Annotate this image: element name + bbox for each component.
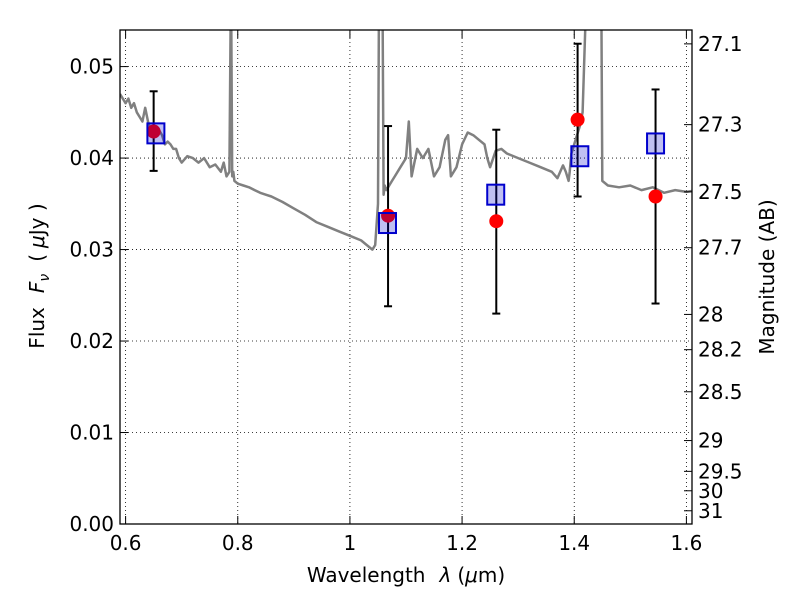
y2-tick-label: 28.5 (698, 380, 743, 404)
model-square (646, 132, 666, 155)
x-tick-label: 1 (344, 531, 357, 555)
y-axis-label: FluxFν(μJy ) (25, 203, 53, 348)
observed-point (489, 214, 504, 229)
y2-tick-label: 27.1 (698, 32, 743, 56)
x-tick-label: 1.2 (446, 531, 478, 555)
y-tick-label: 0.03 (69, 238, 114, 262)
ticks: 0.6 0.8 1 1.2 1.4 1.6 0.00 0.01 0.02 0.03 0.04 0.05… (69, 30, 743, 555)
y-tick-label: 0.01 (69, 421, 114, 445)
model-square (146, 122, 166, 145)
y2-tick-label: 29.5 (698, 459, 743, 483)
y-tick-label: 0.04 (69, 146, 114, 170)
y-tick-label: 0.05 (69, 55, 114, 79)
y2-tick-label: 31 (698, 499, 723, 523)
y-tick-label: 0.00 (69, 512, 114, 536)
y2-tick-label: 27.5 (698, 180, 743, 204)
markers (146, 42, 666, 315)
model-square (486, 183, 506, 206)
y2-tick-label: 30 (698, 479, 723, 503)
y2-axis-label: Magnitude (AB) (755, 199, 779, 354)
observed-point (648, 189, 663, 204)
y2-tick-label: 27.7 (698, 236, 743, 260)
observed-point (570, 112, 585, 127)
plot-area (120, 30, 692, 251)
y2-tick-label: 29 (698, 429, 723, 453)
model-square (570, 145, 590, 168)
plot-frame (119, 29, 693, 525)
observed-point (146, 124, 161, 139)
y2-tick-label: 28.2 (698, 338, 743, 362)
x-tick-label: 0.6 (110, 531, 142, 555)
y-tick-label: 0.02 (69, 329, 114, 353)
y2-tick-label: 27.3 (698, 113, 743, 137)
x-tick-label: 1.6 (670, 531, 702, 555)
x-axis-label: Wavelength λ (μm) (307, 563, 505, 587)
x-tick-label: 0.8 (222, 531, 254, 555)
y2-tick-label: 28 (698, 302, 723, 326)
x-tick-label: 1.4 (558, 531, 590, 555)
spectrum-line (120, 30, 692, 251)
model-square (377, 212, 397, 235)
